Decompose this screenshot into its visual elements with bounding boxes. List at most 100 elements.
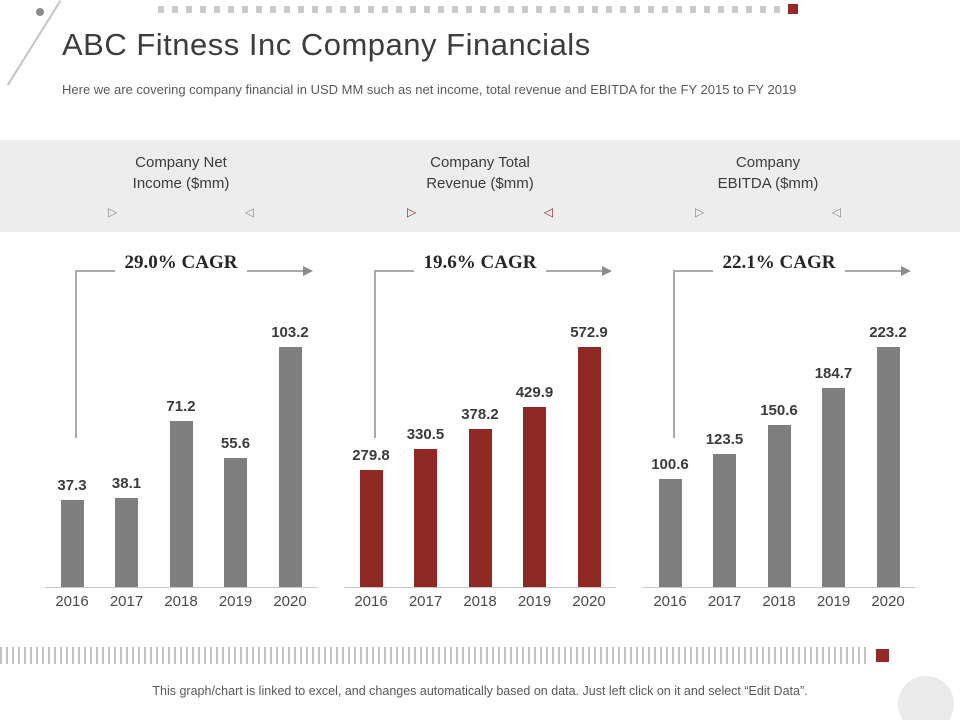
bar-group: 378.2 xyxy=(457,406,503,587)
chart-total-revenue: 19.6% CAGR 279.8 330.5 378.2 429.9 572.9 201… xyxy=(344,250,616,610)
bar-group: 100.6 xyxy=(647,456,693,587)
cagr-label: 19.6% CAGR xyxy=(344,252,616,274)
barcode-decoration xyxy=(0,647,868,664)
cagr-label-text: 22.1% CAGR xyxy=(712,252,846,274)
carousel-prev-icon[interactable]: ▷ xyxy=(108,205,118,219)
bar-group: 279.8 xyxy=(348,447,394,587)
dotted-line-decoration xyxy=(158,6,786,13)
bar-value-label: 429.9 xyxy=(515,384,554,401)
plot-area: 100.6 123.5 150.6 184.7 223.2 xyxy=(643,310,915,588)
bar-group: 429.9 xyxy=(512,384,558,587)
bar xyxy=(414,449,437,587)
year-label: 2017 xyxy=(408,593,443,610)
carousel-next-icon[interactable]: ◁ xyxy=(831,205,841,219)
bar xyxy=(767,425,791,587)
carousel-next-icon[interactable]: ◁ xyxy=(543,205,553,219)
bar-value-label: 184.7 xyxy=(814,365,853,382)
chart-ebitda: 22.1% CAGR 100.6 123.5 150.6 184.7 223.2 201… xyxy=(643,250,915,610)
bar-value-label: 55.6 xyxy=(220,435,251,452)
bar-group: 184.7 xyxy=(811,365,857,587)
tab-total-revenue[interactable]: Company Total Revenue ($mm) ▷ ◁ xyxy=(375,152,585,218)
year-label: 2018 xyxy=(463,593,497,610)
bar-value-label: 223.2 xyxy=(869,324,907,341)
bar-group: 103.2 xyxy=(267,324,313,587)
bar xyxy=(169,421,193,587)
plot-area: 279.8 330.5 378.2 429.9 572.9 xyxy=(344,310,616,588)
year-label: 2016 xyxy=(354,593,388,610)
bar xyxy=(278,347,302,587)
bar xyxy=(822,388,845,587)
page-title: ABC Fitness Inc Company Financials xyxy=(62,27,591,62)
bar-value-label: 378.2 xyxy=(461,406,499,423)
bar-value-label: 100.6 xyxy=(651,456,689,473)
tab-label: Company Total Revenue ($mm) xyxy=(426,154,534,192)
bar-value-label: 123.5 xyxy=(705,431,744,448)
year-label: 2019 xyxy=(218,593,253,610)
plot-area: 37.3 38.1 71.2 55.6 103.2 xyxy=(45,310,317,588)
year-label: 2018 xyxy=(164,593,198,610)
circle-decoration xyxy=(898,676,954,720)
bar-group: 71.2 xyxy=(158,398,204,587)
bar-value-label: 572.9 xyxy=(570,324,608,341)
tab-label: Company EBITDA ($mm) xyxy=(717,154,819,192)
bar xyxy=(577,347,601,587)
bar-group: 123.5 xyxy=(702,431,748,587)
bar xyxy=(224,458,247,587)
bar xyxy=(658,479,682,587)
bar-value-label: 71.2 xyxy=(166,398,196,415)
bar xyxy=(713,454,736,587)
red-square-decoration xyxy=(788,4,798,14)
tab-label: Company Net Income ($mm) xyxy=(132,154,230,192)
bar xyxy=(876,347,900,587)
tab-ebitda[interactable]: Company EBITDA ($mm) ▷ ◁ xyxy=(663,152,873,218)
bar-value-label: 330.5 xyxy=(406,426,445,443)
year-label: 2020 xyxy=(572,593,606,610)
bar-value-label: 37.3 xyxy=(57,477,87,494)
red-square-decoration xyxy=(876,649,889,662)
x-axis-labels: 2016 2017 2018 2019 2020 xyxy=(45,593,317,610)
cagr-label-text: 29.0% CAGR xyxy=(114,252,248,274)
charts-row: 29.0% CAGR 37.3 38.1 71.2 55.6 103.2 2016 201… xyxy=(45,250,915,610)
bar xyxy=(468,429,492,587)
year-label: 2018 xyxy=(762,593,796,610)
year-label: 2020 xyxy=(871,593,905,610)
page-subtitle: Here we are covering company financial i… xyxy=(62,82,797,97)
year-label: 2019 xyxy=(517,593,552,610)
bar-group: 223.2 xyxy=(865,324,911,587)
bar-group: 150.6 xyxy=(756,402,802,587)
bar xyxy=(523,407,546,587)
cagr-label-text: 19.6% CAGR xyxy=(413,252,547,274)
dot-decoration xyxy=(36,8,44,16)
carousel-next-icon[interactable]: ◁ xyxy=(244,205,254,219)
bar xyxy=(115,498,138,587)
bar-group: 572.9 xyxy=(566,324,612,587)
metric-tabs-band: Company Net Income ($mm) ▷ ◁ Company Tot… xyxy=(0,140,960,232)
cagr-label: 22.1% CAGR xyxy=(643,252,915,274)
bar-group: 37.3 xyxy=(49,477,95,587)
x-axis-labels: 2016 2017 2018 2019 2020 xyxy=(344,593,616,610)
year-label: 2016 xyxy=(653,593,687,610)
chart-net-income: 29.0% CAGR 37.3 38.1 71.2 55.6 103.2 2016 201… xyxy=(45,250,317,610)
carousel-prev-icon[interactable]: ▷ xyxy=(695,205,705,219)
year-label: 2017 xyxy=(109,593,144,610)
tab-net-income[interactable]: Company Net Income ($mm) ▷ ◁ xyxy=(76,152,286,218)
diagonal-line-decoration xyxy=(6,0,62,86)
cagr-label: 29.0% CAGR xyxy=(45,252,317,274)
carousel-prev-icon[interactable]: ▷ xyxy=(407,205,417,219)
bar-group: 38.1 xyxy=(104,475,150,587)
bar-value-label: 103.2 xyxy=(271,324,309,341)
year-label: 2016 xyxy=(55,593,89,610)
year-label: 2019 xyxy=(816,593,851,610)
x-axis-labels: 2016 2017 2018 2019 2020 xyxy=(643,593,915,610)
bar xyxy=(60,500,84,587)
bar-value-label: 38.1 xyxy=(111,475,142,492)
bar-group: 55.6 xyxy=(213,435,259,587)
footer-note: This graph/chart is linked to excel, and… xyxy=(152,684,808,698)
bar-value-label: 279.8 xyxy=(352,447,390,464)
bar-value-label: 150.6 xyxy=(760,402,798,419)
year-label: 2020 xyxy=(273,593,307,610)
year-label: 2017 xyxy=(707,593,742,610)
bar-group: 330.5 xyxy=(403,426,449,587)
bar xyxy=(359,470,383,587)
